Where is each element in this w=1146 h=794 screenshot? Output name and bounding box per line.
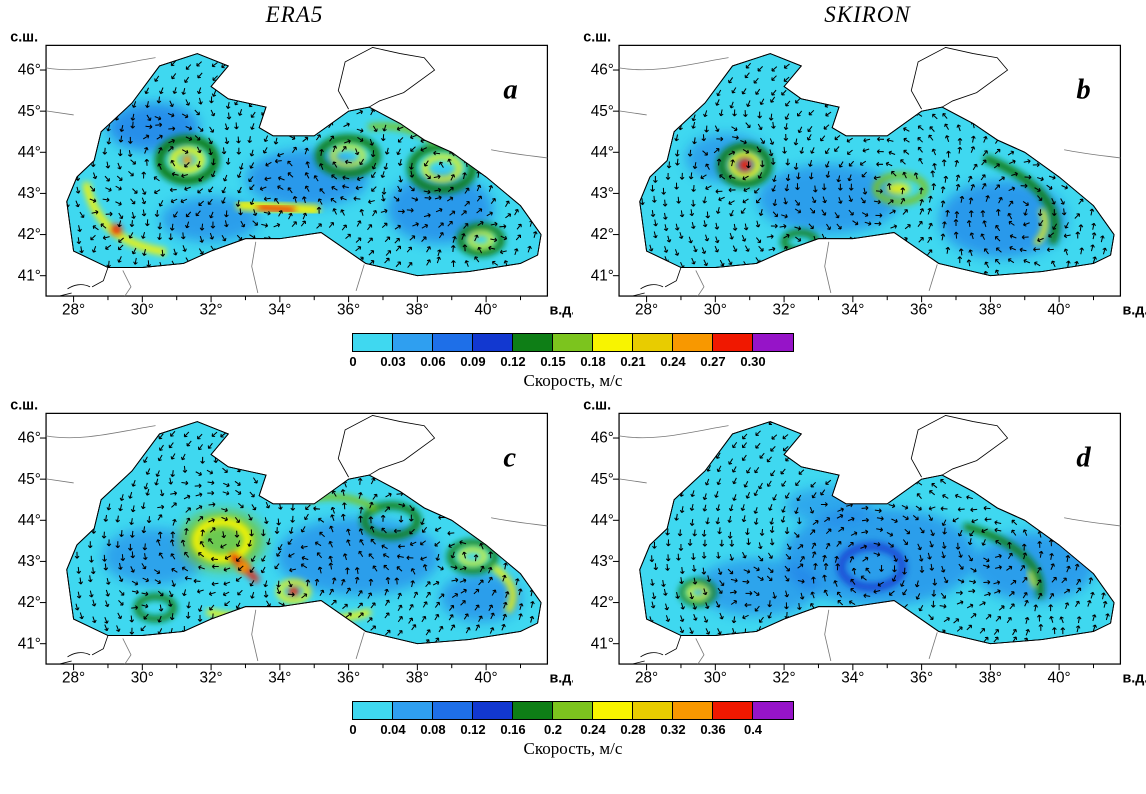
cbar-cell [433,333,473,351]
cbar-tick: 0.36 [700,721,726,737]
cbar-tick: 0.12 [460,721,486,737]
cbar-cell [393,333,433,351]
cbar-tick: 0.03 [380,353,406,369]
cbar-tick: 0.08 [420,721,446,737]
cbar-cell [673,701,713,719]
column-title-skiron: SKIRON [824,2,911,27]
cbar-cell [633,333,673,351]
colorbar-top-label: Скорость, м/с [523,370,623,390]
cbar-tick: 0.12 [500,353,526,369]
cbar-cell [353,333,393,351]
colorbar-bottom-cells [352,700,794,720]
cbar-cell [473,333,513,351]
cbar-tick: 0.4 [743,721,763,737]
cbar-tick: 0.18 [580,353,606,369]
cbar-cell [593,333,633,351]
colorbar-bottom: 0 0.04 0.08 0.12 0.16 0.2 0.24 0.28 0.32… [349,700,794,759]
cbar-cell [753,701,793,719]
cbar-tick: 0.30 [740,353,766,369]
map-panel-c: c [0,397,573,696]
panel-a: ERA5 [0,2,573,328]
colorbar-top-cells [352,332,794,352]
map-panel-d: d [573,397,1146,696]
bottom-row: c d [0,397,1146,696]
panel-b: SKIRON b [573,2,1146,328]
cbar-tick: 0.21 [620,353,646,369]
cbar-tick: 0 [349,721,357,737]
colorbar-top: 0 0.03 0.06 0.09 0.12 0.15 0.18 0.21 0.2… [349,332,794,391]
cbar-cell [353,701,393,719]
colorbar-top-ticks: 0 0.03 0.06 0.09 0.12 0.15 0.18 0.21 0.2… [349,353,794,370]
cbar-tick: 0.24 [580,721,606,737]
colorbar-bottom-label: Скорость, м/с [523,738,623,758]
cbar-tick: 0.27 [700,353,726,369]
panel-c: c [0,397,573,696]
map-panel-b: b [573,29,1146,328]
cbar-tick: 0.2 [543,721,563,737]
cbar-cell [593,701,633,719]
cbar-cell [713,333,753,351]
cbar-tick: 0.32 [660,721,686,737]
cbar-tick: 0.04 [380,721,406,737]
cbar-tick: 0 [349,353,357,369]
panel-d: d [573,397,1146,696]
cbar-cell [633,701,673,719]
map-panel-a: a [0,29,573,328]
cbar-cell [433,701,473,719]
cbar-tick: 0.09 [460,353,486,369]
colorbar-bottom-ticks: 0 0.04 0.08 0.12 0.16 0.2 0.24 0.28 0.32… [349,721,794,738]
cbar-cell [553,701,593,719]
cbar-tick: 0.06 [420,353,446,369]
panel-letter-c: c [503,441,516,473]
cbar-cell [473,701,513,719]
cbar-cell [713,701,753,719]
column-title-era5: ERA5 [265,2,324,27]
top-row: ERA5 [0,2,1146,328]
panel-letter-a: a [503,74,517,106]
velocity-field-a [82,102,505,257]
cbar-cell [753,333,793,351]
cbar-cell [513,333,553,351]
cbar-cell [673,333,713,351]
cbar-tick: 0.15 [540,353,566,369]
cbar-tick: 0.28 [620,721,646,737]
panel-letter-b: b [1076,74,1090,106]
panel-letter-d: d [1076,441,1091,473]
cbar-tick: 0.16 [500,721,526,737]
cbar-tick: 0.24 [660,353,686,369]
cbar-cell [553,333,593,351]
cbar-cell [513,701,553,719]
cbar-cell [393,701,433,719]
